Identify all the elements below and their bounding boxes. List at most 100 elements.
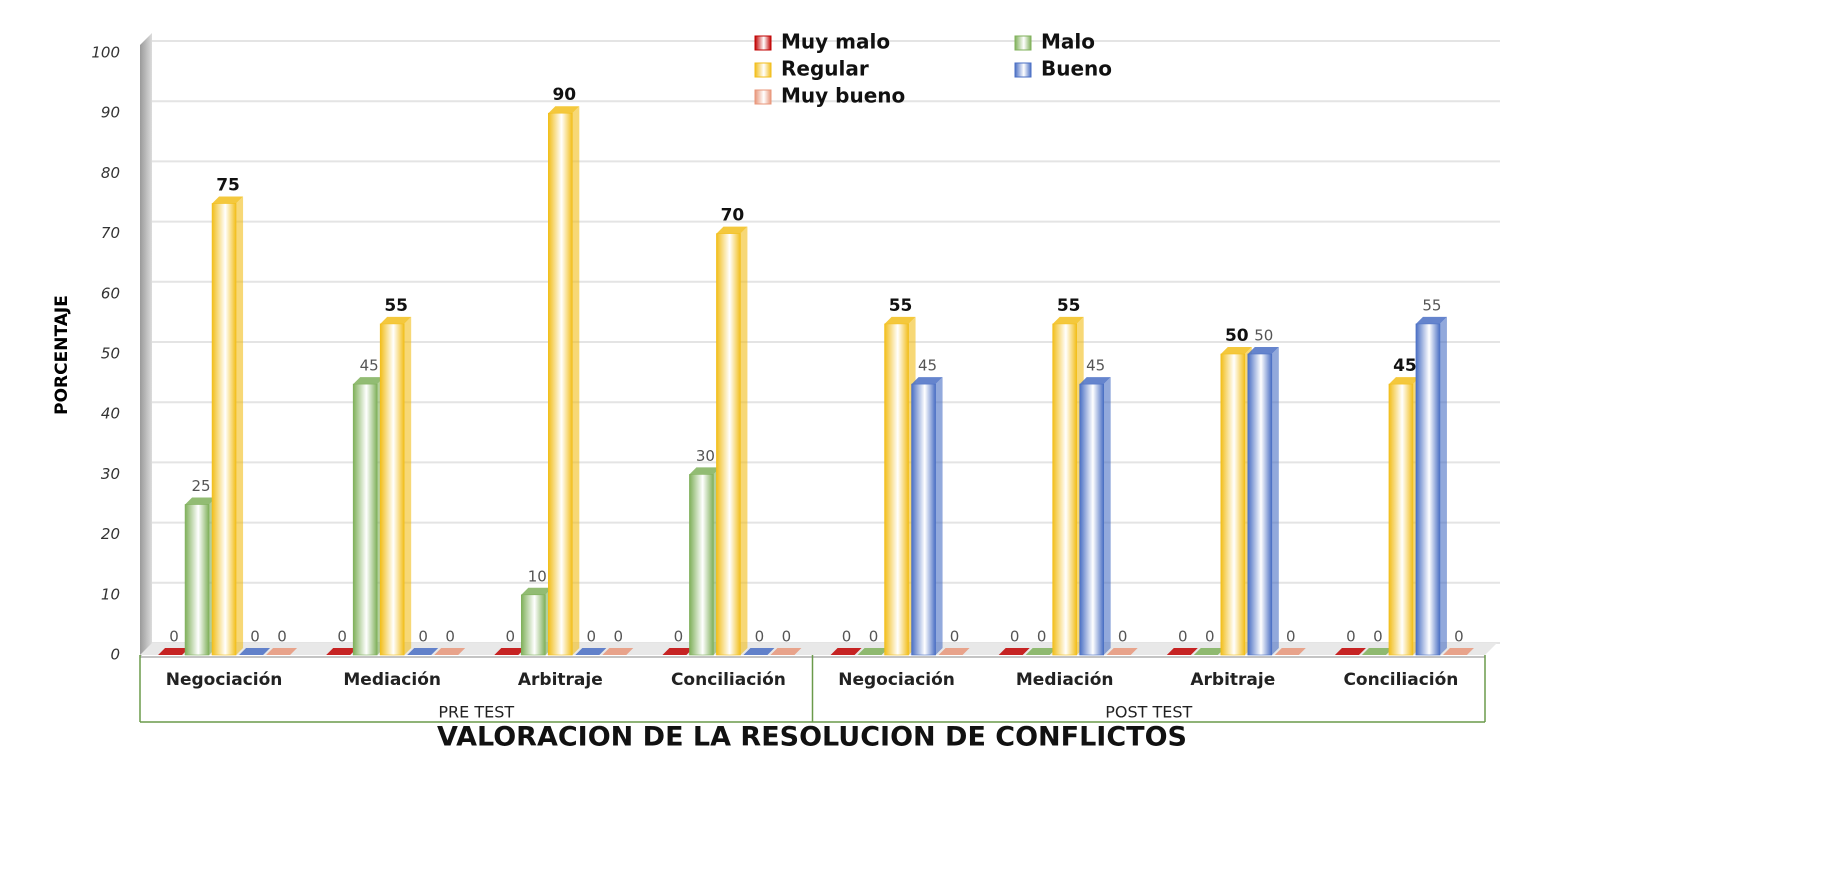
bar-side bbox=[236, 196, 244, 655]
legend-label: Muy malo bbox=[781, 30, 890, 54]
bar bbox=[689, 474, 714, 656]
y-tick-label: 0 bbox=[110, 646, 120, 664]
value-label: 0 bbox=[1010, 628, 1020, 646]
bar-top bbox=[716, 226, 748, 234]
value-label: 75 bbox=[216, 176, 240, 196]
value-label: 55 bbox=[1057, 296, 1081, 316]
bar-top bbox=[1052, 316, 1084, 324]
bar-top bbox=[158, 648, 190, 655]
bar-top bbox=[1274, 648, 1306, 655]
bar-top bbox=[1166, 648, 1198, 655]
bar-top bbox=[407, 648, 439, 655]
value-label: 0 bbox=[445, 628, 455, 646]
bar-top bbox=[239, 648, 271, 655]
bar bbox=[521, 594, 546, 656]
legend-swatch bbox=[1014, 62, 1032, 78]
x-tick-label: Negociación bbox=[166, 670, 283, 690]
bar-top bbox=[830, 648, 862, 655]
value-label: 55 bbox=[1422, 296, 1441, 314]
value-label: 0 bbox=[1286, 628, 1296, 646]
y-tick-label: 30 bbox=[101, 465, 120, 483]
bar-top bbox=[1415, 316, 1447, 324]
bar bbox=[911, 383, 936, 656]
bar-top bbox=[266, 648, 298, 655]
value-label: 0 bbox=[587, 628, 597, 646]
group-label: PRE TEST bbox=[438, 703, 514, 722]
x-tick-label: Negociación bbox=[838, 670, 955, 690]
value-label: 0 bbox=[418, 628, 428, 646]
bar-side bbox=[1103, 377, 1111, 655]
bar-top bbox=[212, 196, 244, 204]
legend-label: Regular bbox=[781, 57, 869, 81]
bar-top bbox=[1388, 377, 1420, 385]
bar-side bbox=[1439, 316, 1447, 655]
x-tick-label: Arbitraje bbox=[518, 670, 603, 690]
y-tick-label: 80 bbox=[101, 164, 120, 182]
x-tick-label: Conciliación bbox=[1343, 670, 1458, 690]
value-label: 10 bbox=[528, 567, 547, 585]
bar-top bbox=[1193, 648, 1225, 655]
bar-top bbox=[770, 648, 802, 655]
y-tick-label: 20 bbox=[101, 525, 120, 543]
legend-swatch bbox=[754, 35, 772, 51]
bar-side bbox=[1271, 347, 1279, 655]
value-label: 0 bbox=[869, 628, 879, 646]
value-label: 0 bbox=[614, 628, 624, 646]
value-label: 0 bbox=[674, 628, 684, 646]
value-label: 45 bbox=[1393, 356, 1417, 376]
bar-top bbox=[911, 377, 943, 385]
x-tick-label: Conciliación bbox=[671, 670, 786, 690]
value-label: 0 bbox=[1373, 628, 1383, 646]
value-label: 0 bbox=[842, 628, 852, 646]
value-label: 30 bbox=[696, 447, 715, 465]
bar-top bbox=[1361, 648, 1393, 655]
bar-top bbox=[1220, 347, 1252, 354]
bar bbox=[548, 112, 573, 656]
legend-swatch bbox=[1014, 35, 1032, 51]
value-label: 0 bbox=[1205, 628, 1215, 646]
legend-label: Malo bbox=[1041, 30, 1095, 54]
value-label: 0 bbox=[1178, 628, 1188, 646]
bar bbox=[379, 323, 405, 656]
bar bbox=[211, 203, 237, 656]
value-label: 0 bbox=[1454, 628, 1464, 646]
bar-side bbox=[740, 226, 748, 655]
bar bbox=[1079, 383, 1104, 656]
value-label: 0 bbox=[250, 628, 260, 646]
bar-top bbox=[1079, 377, 1111, 385]
bar-top bbox=[575, 648, 607, 655]
x-tick-label: Arbitraje bbox=[1190, 670, 1275, 690]
bar bbox=[884, 323, 909, 656]
legend-label: Bueno bbox=[1041, 57, 1112, 81]
group-label: POST TEST bbox=[1105, 703, 1192, 722]
bar-top bbox=[602, 648, 634, 655]
bar-top bbox=[494, 648, 526, 655]
bar bbox=[1415, 323, 1441, 656]
bar bbox=[1247, 353, 1273, 656]
side-wall bbox=[140, 33, 152, 657]
bar-top bbox=[857, 648, 889, 655]
bar-top bbox=[938, 648, 970, 655]
bar bbox=[716, 233, 741, 656]
value-label: 50 bbox=[1254, 327, 1273, 345]
bar-top bbox=[1025, 648, 1057, 655]
value-label: 0 bbox=[1118, 628, 1128, 646]
bar-top bbox=[521, 587, 553, 595]
bar bbox=[184, 504, 210, 656]
value-label: 55 bbox=[384, 296, 408, 316]
value-label: 0 bbox=[1037, 628, 1047, 646]
value-label: 90 bbox=[552, 85, 576, 105]
chart-title: VALORACION DE LA RESOLUCION DE CONFLICTO… bbox=[437, 722, 1187, 753]
y-tick-label: 60 bbox=[101, 284, 120, 302]
value-label: 45 bbox=[360, 357, 379, 375]
x-tick-label: Mediación bbox=[343, 670, 441, 690]
bar-top bbox=[1247, 347, 1279, 354]
y-axis-label: PORCENTAJE bbox=[52, 295, 72, 415]
bar bbox=[1388, 383, 1414, 656]
bar-side bbox=[404, 316, 412, 655]
value-label: 0 bbox=[755, 628, 765, 646]
value-label: 0 bbox=[169, 628, 179, 646]
value-label: 0 bbox=[950, 628, 960, 646]
y-tick-label: 100 bbox=[91, 44, 120, 62]
